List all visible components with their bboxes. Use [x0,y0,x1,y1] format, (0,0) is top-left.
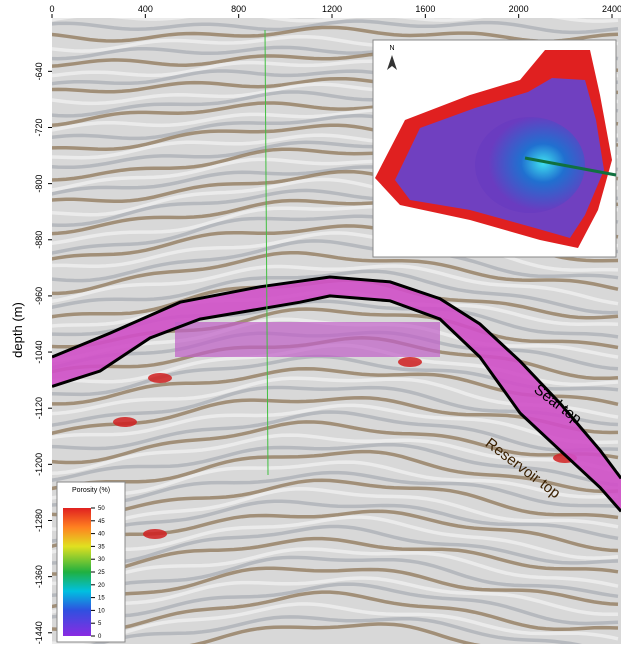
amplitude-anomaly [398,357,422,367]
amplitude-anomaly [113,417,137,427]
colorbar-tick-label: 40 [98,532,105,538]
colorbar-tick-label: 10 [98,608,105,614]
north-label: N [389,45,394,52]
y-tick-label: -1120 [34,397,44,419]
chart: depth (m) N Porosity (%) 051015202530354… [0,0,621,644]
colorbar-tick-label: 50 [98,506,105,512]
colorbar-tick-label: 25 [98,570,105,576]
colorbar-tick-label: 15 [98,596,105,602]
page: {"chart_data":{"type":"seismic-section",… [0,0,621,644]
y-tick-label: -1200 [34,453,44,476]
y-tick-label: -1280 [34,509,44,532]
amplitude-anomaly [143,529,167,539]
colorbar-ramp [63,508,91,636]
x-tick-label: 400 [138,4,153,14]
x-tick-label: 2400 [602,4,621,14]
colorbar-tick-label: 20 [98,583,105,589]
reservoir-cut [175,322,440,357]
y-tick-label: -1040 [34,341,44,364]
y-tick-label: -800 [34,175,44,193]
amplitude-anomaly [148,373,172,383]
colorbar-tick-label: 35 [98,544,105,550]
x-tick-label: 2000 [509,4,529,14]
y-tick-label: -880 [34,231,44,249]
y-tick-label: -960 [34,287,44,305]
x-tick-label: 1200 [322,4,342,14]
x-tick-label: 800 [231,4,246,14]
y-axis-label: depth (m) [10,302,25,358]
inset-map: N [373,40,616,257]
colorbar-tick-label: 30 [98,557,105,563]
colorbar-label: Porosity (%) [72,487,110,494]
y-tick-label: -640 [34,62,44,80]
y-tick-label: -1440 [34,621,44,644]
y-tick-label: -720 [34,118,44,136]
y-tick-label: -1360 [34,565,44,588]
x-tick-label: 1600 [415,4,435,14]
x-tick-label: 0 [49,4,54,14]
colorbar-tick-label: 45 [98,519,105,525]
